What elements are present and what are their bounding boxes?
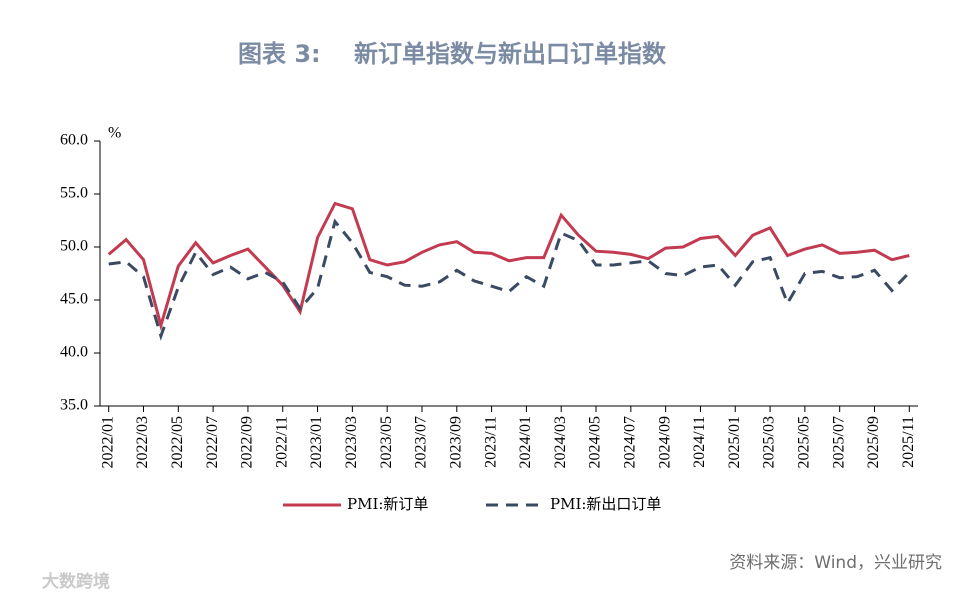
- chart-title: 新订单指数与新出口订单指数: [354, 40, 667, 68]
- x-tick-label: 2023/01: [308, 416, 325, 468]
- x-tick-label: 2024/05: [587, 416, 604, 468]
- x-tick-label: 2025/11: [900, 416, 917, 468]
- x-tick-label: 2024/09: [656, 416, 673, 468]
- x-tick-label: 2024/07: [622, 416, 639, 468]
- figure-label: 图表 3:: [238, 40, 321, 68]
- x-tick-label: 2025/01: [726, 416, 743, 468]
- source: 资料来源：Wind，兴业研究: [729, 553, 942, 573]
- watermark: 大数跨境: [42, 571, 110, 592]
- x-tick-label: 2025/07: [830, 416, 847, 468]
- x-tick-label: 2023/11: [482, 416, 499, 468]
- x-tick-label: 2025/09: [865, 416, 882, 468]
- legend-label: PMI:新出口订单: [550, 495, 661, 513]
- x-tick-label: 2022/11: [273, 416, 290, 468]
- y-tick-label: 35.0: [60, 397, 88, 414]
- x-tick-label: 2023/07: [413, 416, 430, 468]
- x-tick-label: 2022/01: [99, 416, 116, 468]
- y-tick-label: 60.0: [60, 132, 88, 149]
- x-tick-label: 2022/03: [134, 416, 151, 468]
- legend-label: PMI:新订单: [347, 495, 428, 513]
- y-tick-label: 40.0: [60, 344, 88, 361]
- y-tick-label: 45.0: [60, 291, 88, 308]
- x-tick-label: 2024/01: [517, 416, 534, 468]
- y-tick-label: 55.0: [60, 185, 88, 202]
- y-unit: %: [108, 125, 121, 142]
- x-tick-label: 2023/05: [378, 416, 395, 468]
- x-tick-label: 2025/03: [761, 416, 778, 468]
- x-tick-label: 2022/07: [204, 416, 221, 468]
- x-tick-label: 2024/03: [552, 416, 569, 468]
- x-tick-label: 2025/05: [796, 416, 813, 468]
- x-tick-label: 2023/03: [343, 416, 360, 468]
- x-tick-label: 2022/09: [239, 416, 256, 468]
- series-line: [107, 201, 910, 331]
- y-tick-label: 50.0: [60, 238, 88, 255]
- series-line: [108, 218, 911, 341]
- x-tick-label: 2024/11: [691, 416, 708, 468]
- x-tick-label: 2023/09: [447, 416, 464, 468]
- x-tick-label: 2022/05: [169, 416, 186, 468]
